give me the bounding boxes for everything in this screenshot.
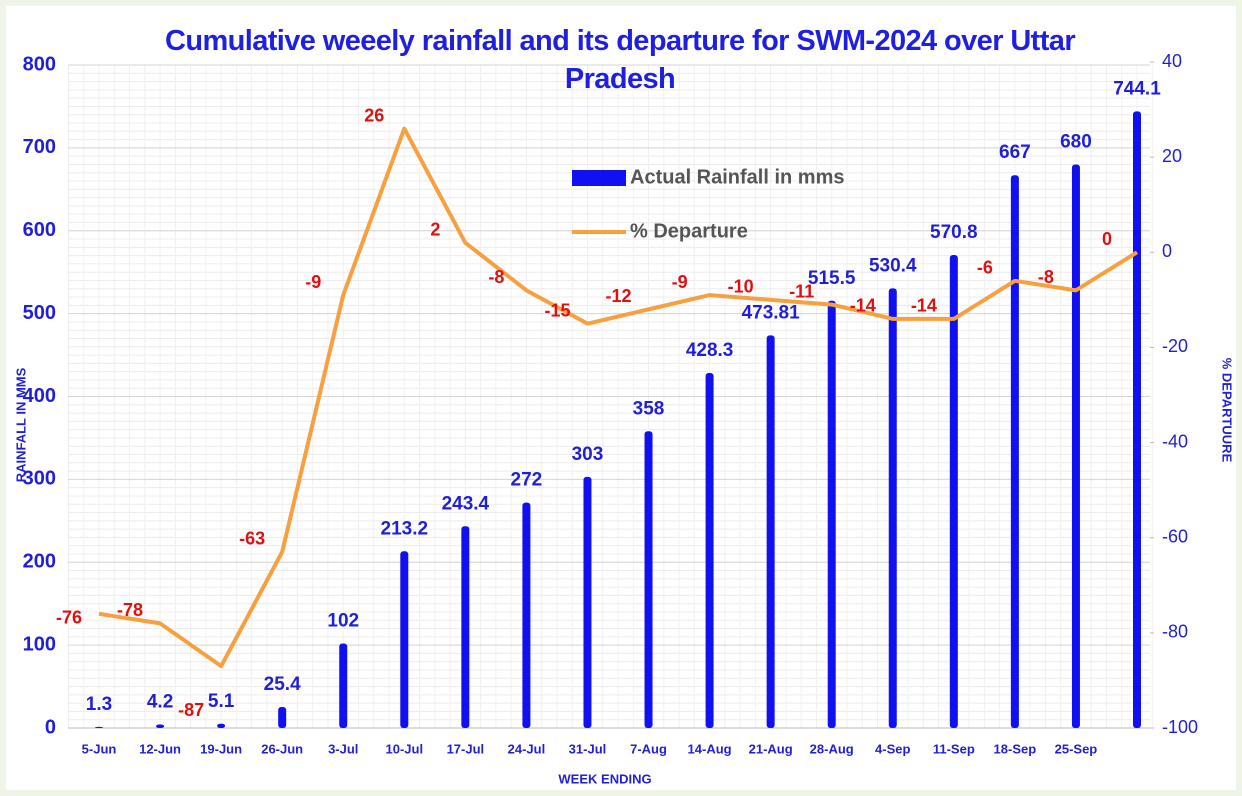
bar-value-label: 4.2 [147, 692, 173, 713]
bar [339, 643, 348, 728]
x-tick-label: 18-Sep [994, 741, 1037, 756]
bar [1010, 175, 1019, 728]
bar-value-label: 213.2 [381, 518, 429, 539]
bar [156, 724, 165, 728]
bar [888, 288, 897, 728]
bar [766, 335, 775, 728]
bar [278, 706, 287, 728]
bar-value-label: 744.1 [1113, 78, 1161, 99]
departure-label: -14 [850, 296, 876, 316]
x-tick-label: 21-Aug [749, 741, 793, 756]
bar [644, 431, 653, 728]
x-tick-label: 11-Sep [933, 741, 975, 756]
departure-line [98, 126, 1139, 669]
bar-value-label: 515.5 [808, 268, 856, 289]
x-tick-label: 4-Sep [875, 741, 910, 756]
x-tick-label: 12-Jun [139, 741, 181, 756]
legend-swatch [572, 170, 626, 186]
x-tick-label: 14-Aug [688, 741, 732, 756]
y-tick-label: 100 [23, 633, 56, 655]
departure-label: -63 [239, 529, 265, 549]
bar-value-label: 303 [572, 444, 604, 465]
y2-tick-label: -100 [1162, 717, 1198, 737]
x-tick-label: 25-Sep [1055, 741, 1098, 756]
y-tick-label: 600 [23, 219, 56, 241]
departure-label: -8 [488, 267, 504, 287]
departure-label: -6 [977, 258, 993, 278]
bar-value-label: 272 [511, 470, 543, 491]
departure-label: -76 [56, 608, 82, 628]
y-tick-label: 0 [45, 716, 56, 738]
x-tick-label: 31-Jul [569, 741, 607, 756]
y-tick-label: 800 [23, 53, 56, 75]
bar-value-label: 680 [1060, 131, 1092, 152]
y2-tick-label: -80 [1162, 622, 1188, 642]
y2-axis-title: % DEPARTUURE [1220, 358, 1235, 463]
bar [461, 526, 470, 728]
y2-tick-label: 20 [1162, 146, 1182, 166]
departure-label: -12 [606, 286, 632, 306]
bar [827, 300, 836, 728]
bar-value-label: 102 [327, 610, 359, 631]
y2-tick-label: 0 [1162, 241, 1172, 261]
x-tick-label: 28-Aug [810, 741, 854, 756]
bar-value-label: 428.3 [686, 340, 734, 361]
departure-label: -10 [728, 277, 754, 297]
y-tick-label: 400 [23, 385, 56, 407]
y2-tick-label: 40 [1162, 51, 1182, 71]
x-tick-label: 3-Jul [328, 741, 358, 756]
bar [1133, 111, 1141, 728]
bar-value-label: 473.81 [742, 302, 801, 323]
departure-label: -14 [911, 296, 937, 316]
x-tick-label: 24-Jul [508, 741, 546, 756]
y-tick-label: 700 [23, 136, 56, 158]
x-tick-label: 19-Jun [200, 741, 242, 756]
x-tick-label: 26-Jun [261, 741, 303, 756]
bar-value-label: 667 [999, 142, 1031, 163]
departure-label: -11 [789, 281, 814, 301]
chart-title: Cumulative weeely rainfall and its depar… [164, 25, 1076, 95]
y-tick-label: 200 [23, 551, 56, 573]
x-tick-label: 17-Jul [447, 741, 485, 756]
bar [583, 476, 592, 728]
bar-value-label: 243.4 [442, 493, 490, 514]
departure-label: -9 [672, 272, 688, 292]
bar-value-label: 1.3 [86, 694, 112, 715]
bar [522, 502, 531, 728]
y2-tick-label: -20 [1162, 336, 1188, 356]
departure-label: -87 [178, 700, 204, 720]
y-axis-title: RAINFALL IN MMS [13, 367, 28, 482]
bar [705, 373, 714, 728]
bar [949, 254, 958, 728]
departure-label: 26 [364, 105, 384, 125]
departure-label: 0 [1102, 229, 1112, 249]
bar-value-label: 358 [633, 398, 665, 419]
bar [217, 723, 226, 728]
departure-label: 2 [430, 220, 440, 240]
bar [400, 551, 409, 728]
x-axis-title: WEEK ENDING [558, 771, 651, 786]
departure-label: -15 [544, 300, 570, 320]
bar-value-label: 25.4 [264, 674, 301, 695]
y-tick-label: 300 [23, 468, 56, 490]
bar-value-label: 570.8 [930, 222, 978, 243]
bar-value-label: 530.4 [869, 255, 917, 276]
bar [95, 726, 103, 728]
bar [1071, 164, 1080, 728]
bar-value-label: 5.1 [208, 691, 235, 712]
legend-label: Actual Rainfall in mms [630, 166, 845, 188]
departure-label: -9 [305, 272, 321, 292]
y-tick-label: 500 [23, 302, 56, 324]
x-tick-label: 5-Jun [82, 741, 117, 756]
departure-label: -8 [1038, 267, 1054, 287]
legend-label: % Departure [630, 220, 748, 242]
y2-tick-label: -40 [1162, 431, 1188, 451]
departure-label: -78 [117, 600, 143, 620]
x-tick-label: 7-Aug [630, 741, 667, 756]
x-tick-label: 10-Jul [386, 741, 424, 756]
y2-tick-label: -60 [1162, 526, 1188, 546]
